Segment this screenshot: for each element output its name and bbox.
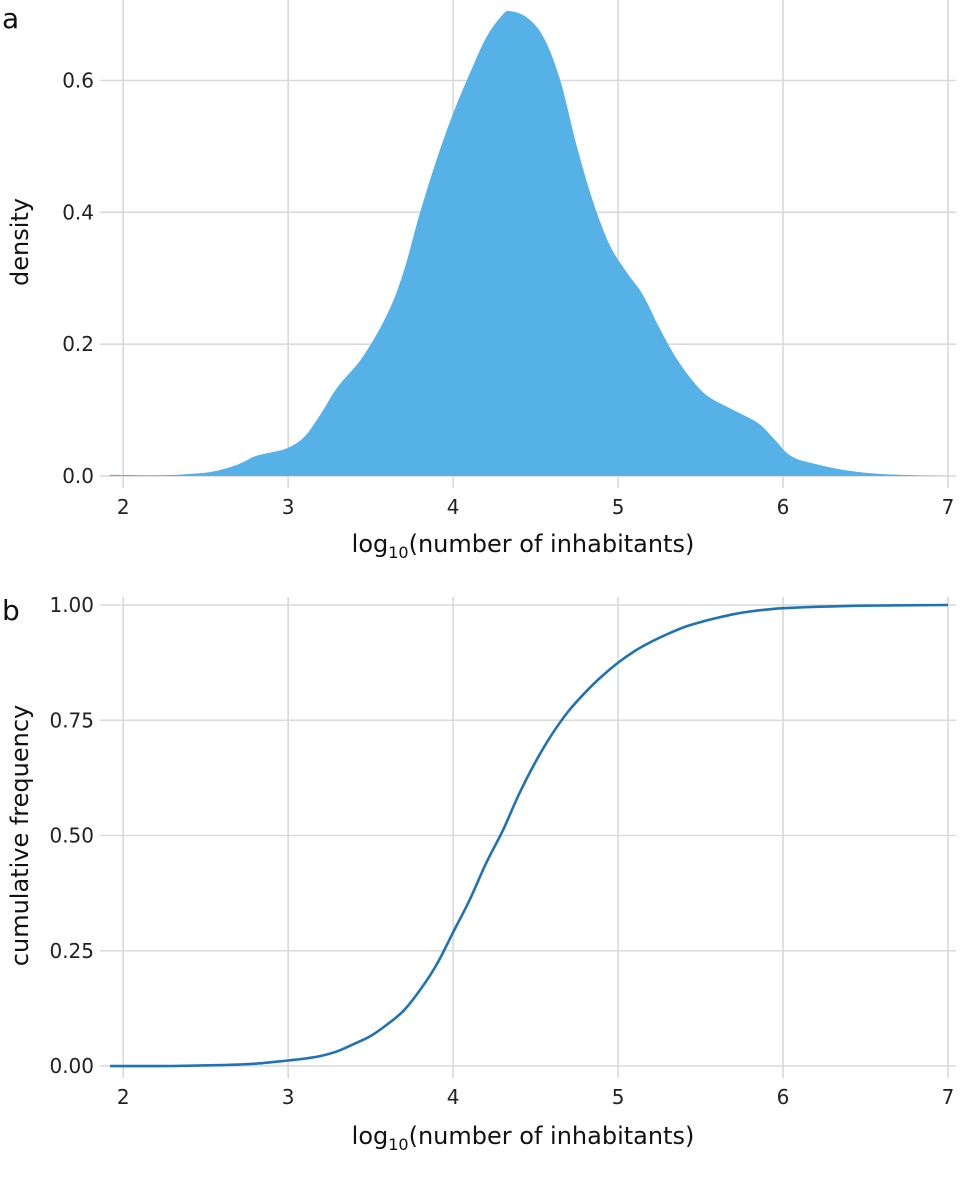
x-tick-label: 3 [282, 495, 295, 519]
panel-b-cumulative: b 0.00 0.25 0.50 0.75 1.00 2 3 4 5 6 7 cumulative… [2, 593, 956, 1154]
x-tick-labels: 2 3 4 5 6 7 [117, 495, 955, 519]
y-tick-labels: 0.0 0.2 0.4 0.6 [62, 69, 94, 488]
x-tick-label: 6 [777, 495, 790, 519]
y-tick-label: 0.50 [49, 824, 94, 848]
x-tick-label: 3 [282, 1085, 295, 1109]
x-tick-label: 4 [447, 495, 460, 519]
x-tick-label: 7 [942, 1085, 955, 1109]
panel-label: b [2, 594, 20, 627]
density-area [110, 10, 948, 477]
x-axis-title: log10(number of inhabitants) [352, 530, 695, 562]
x-axis-title-main: log [352, 530, 389, 558]
x-tick-label: 2 [117, 495, 130, 519]
y-tick-label: 1.00 [49, 593, 94, 617]
y-axis-title: density [6, 198, 34, 286]
x-tick-label: 5 [612, 495, 625, 519]
x-tick-label: 4 [447, 1085, 460, 1109]
x-axis-title-subscript: 10 [388, 543, 408, 562]
y-tick-label: 0.75 [49, 708, 94, 732]
x-axis-title: log10(number of inhabitants) [352, 1122, 695, 1154]
x-axis-title-subscript: 10 [388, 1135, 408, 1154]
x-axis-title-main: log [352, 1122, 389, 1150]
y-tick-label: 0.2 [62, 332, 94, 356]
y-tick-label: 0.6 [62, 69, 94, 93]
x-axis-title-rest: (number of inhabitants) [409, 1122, 695, 1150]
cumulative-line [109, 603, 949, 1068]
x-tick-labels: 2 3 4 5 6 7 [117, 1085, 955, 1109]
x-tick-label: 7 [942, 495, 955, 519]
x-axis-title-rest: (number of inhabitants) [409, 530, 695, 558]
grid [100, 597, 956, 1078]
x-tick-label: 6 [777, 1085, 790, 1109]
panel-a-density: a 0.0 0.2 0.4 0.6 2 3 4 5 6 7 density log10(numb… [2, 0, 956, 562]
y-tick-label: 0.0 [62, 464, 94, 488]
y-axis-title: cumulative frequency [6, 705, 34, 966]
y-tick-labels: 0.00 0.25 0.50 0.75 1.00 [49, 593, 94, 1078]
x-tick-label: 2 [117, 1085, 130, 1109]
panel-label: a [2, 2, 19, 35]
y-tick-label: 0.4 [62, 200, 94, 224]
x-tick-label: 5 [612, 1085, 625, 1109]
y-tick-label: 0.00 [49, 1054, 94, 1078]
y-tick-label: 0.25 [49, 939, 94, 963]
